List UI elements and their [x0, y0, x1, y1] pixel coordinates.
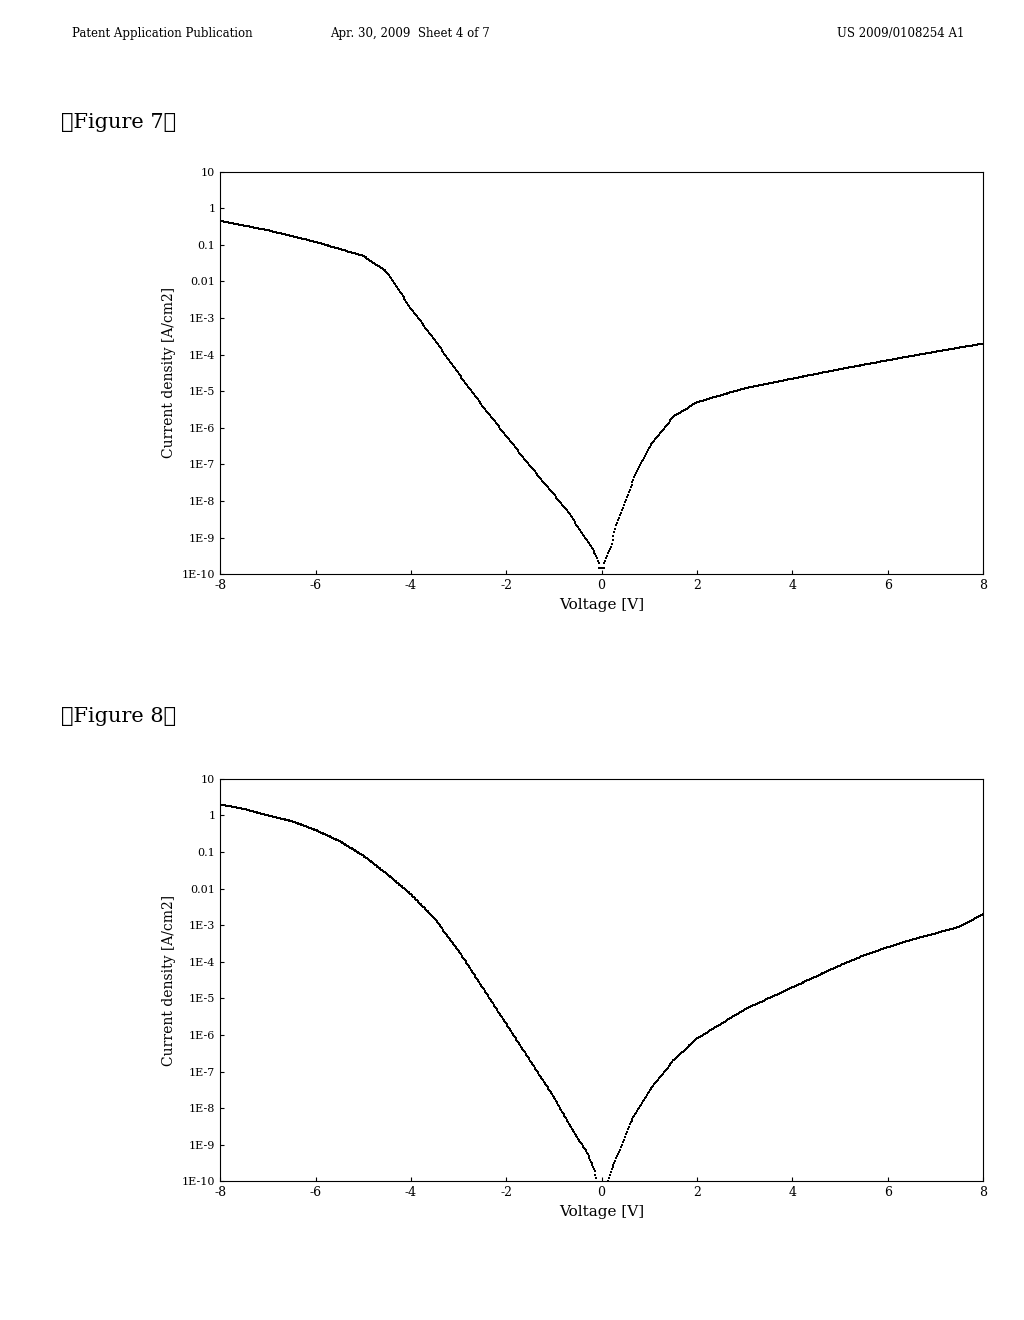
Y-axis label: Current density [A/cm2]: Current density [A/cm2] [162, 895, 176, 1065]
X-axis label: Voltage [V]: Voltage [V] [559, 598, 644, 611]
Y-axis label: Current density [A/cm2]: Current density [A/cm2] [162, 288, 176, 458]
Text: Patent Application Publication: Patent Application Publication [72, 26, 252, 40]
X-axis label: Voltage [V]: Voltage [V] [559, 1205, 644, 1218]
Text: 【Figure 7】: 【Figure 7】 [61, 112, 176, 132]
Text: 【Figure 8】: 【Figure 8】 [61, 706, 176, 726]
Text: Apr. 30, 2009  Sheet 4 of 7: Apr. 30, 2009 Sheet 4 of 7 [330, 26, 489, 40]
Text: US 2009/0108254 A1: US 2009/0108254 A1 [838, 26, 965, 40]
